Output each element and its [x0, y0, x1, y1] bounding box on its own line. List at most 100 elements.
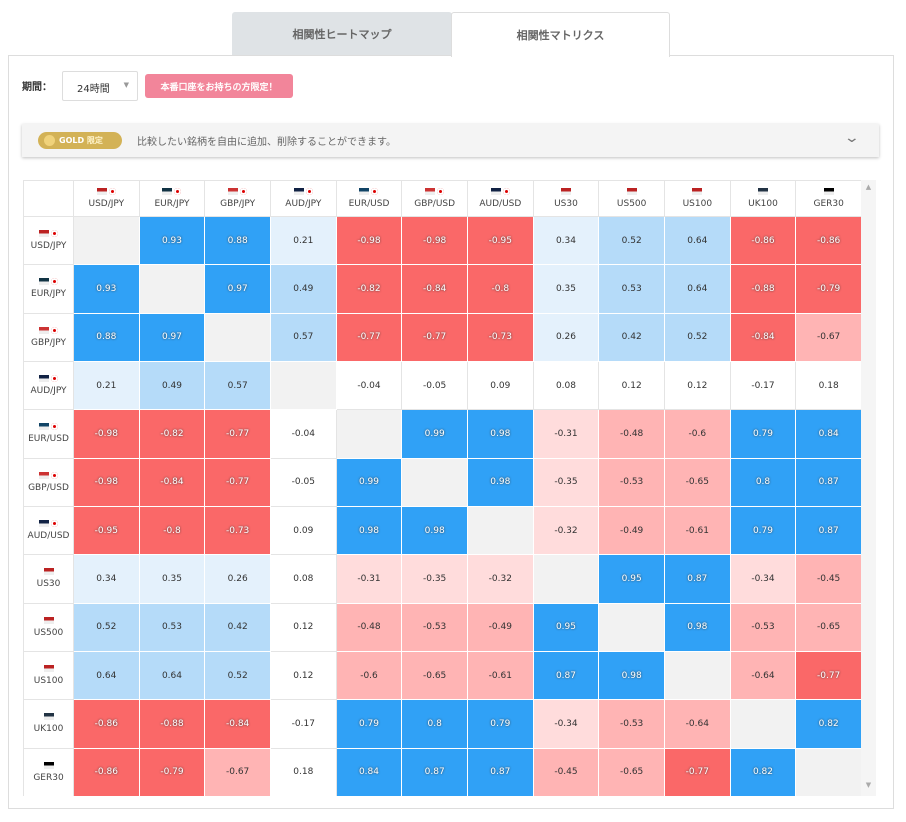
matrix-cell: -0.84	[730, 313, 797, 362]
matrix-cell: 0.98	[468, 458, 534, 507]
matrix-cell: -0.53	[599, 700, 665, 749]
flag-icon	[43, 568, 54, 576]
flag-icon	[39, 471, 49, 479]
column-header: AUD/USD	[468, 181, 534, 217]
matrix-cell: 0.79	[336, 700, 403, 749]
matrix-cell	[205, 313, 271, 362]
banner[interactable]: GOLD 限定 比較したい銘柄を自由に追加、削除することができます。 ⌄	[22, 124, 879, 157]
flags	[38, 520, 59, 531]
matrix-cell: 0.87	[665, 555, 731, 604]
flag-icon	[51, 326, 58, 334]
matrix-cell: 0.52	[665, 313, 731, 362]
matrix-cell: 0.42	[205, 603, 271, 652]
column-label: US100	[682, 199, 713, 209]
matrix-cell: -0.34	[533, 700, 600, 749]
row-header: GBP/JPY	[24, 313, 74, 362]
row-header: GBP/USD	[24, 458, 74, 507]
matrix-cell: 0.98	[402, 507, 468, 556]
scrollbar[interactable]: ▲ ▼	[861, 180, 876, 796]
column-header: US500	[599, 181, 665, 217]
flag-icon	[490, 188, 501, 195]
row-header: US30	[24, 555, 74, 604]
matrix-cell	[730, 700, 797, 749]
tab-active[interactable]: 相関性マトリクス	[451, 12, 670, 57]
column-header: EUR/JPY	[139, 181, 206, 217]
matrix-cell	[271, 362, 337, 411]
matrix-cell	[468, 507, 534, 556]
matrix-cell: -0.82	[336, 265, 403, 314]
row-header: GER30	[24, 748, 74, 796]
flags	[38, 423, 59, 434]
flags	[626, 188, 638, 199]
column-label: GBP/USD	[414, 199, 456, 209]
matrix-cell: -0.49	[599, 507, 665, 556]
matrix-cell: 0.95	[533, 603, 600, 652]
badge: 本番口座をお持ちの方限定！	[145, 74, 293, 98]
matrix-cell: 0.93	[74, 265, 140, 314]
matrix-cell: 0.34	[533, 217, 600, 266]
row-label: GBP/USD	[28, 482, 69, 493]
flag-icon	[626, 188, 637, 195]
matrix-cell: 0.35	[533, 265, 600, 314]
row-label: EUR/JPY	[31, 289, 66, 300]
matrix-cell: 0.12	[271, 603, 337, 652]
matrix-cell: 0.87	[796, 507, 861, 556]
column-label: US500	[616, 199, 647, 209]
flag-icon	[240, 188, 248, 195]
matrix-cell: 0.98	[665, 603, 731, 652]
chevron[interactable]: ⌄	[843, 130, 861, 146]
matrix-cell: 0.64	[665, 217, 731, 266]
matrix-cell: 0.87	[468, 748, 534, 796]
matrix-cell: -0.79	[796, 265, 861, 314]
matrix-cell: 0.87	[533, 652, 600, 701]
flag-icon	[51, 520, 58, 528]
matrix-cell	[74, 217, 140, 266]
period-select[interactable]: 24時間 ▼	[62, 71, 138, 101]
matrix-cell: 0.79	[468, 700, 534, 749]
matrix-cell: -0.45	[533, 748, 600, 796]
flag-icon	[823, 188, 834, 195]
matrix-cell: 0.8	[730, 458, 797, 507]
flags	[43, 761, 55, 773]
column-label: EUR/USD	[348, 199, 390, 209]
matrix-cell: 0.98	[468, 410, 534, 459]
row-label: AUD/USD	[27, 531, 70, 542]
select-value: 24時間	[77, 84, 110, 95]
matrix-cell: -0.79	[139, 748, 206, 796]
matrix-cell: -0.77	[205, 458, 271, 507]
flag-icon	[39, 278, 49, 286]
matrix-cell: 0.98	[336, 507, 403, 556]
matrix-cell: -0.48	[599, 410, 665, 459]
matrix-cell: -0.86	[74, 700, 140, 749]
matrix-cell: -0.61	[468, 652, 534, 701]
flag-icon	[228, 188, 239, 195]
matrix-cell: -0.98	[402, 217, 468, 266]
flags	[227, 188, 248, 199]
row-label: AUD/JPY	[30, 386, 67, 397]
matrix-cell: 0.09	[271, 507, 337, 556]
matrix-cell: 0.09	[468, 362, 534, 411]
row-header: USD/JPY	[24, 217, 74, 266]
matrix-cell	[796, 748, 861, 796]
matrix-cell: 0.88	[74, 313, 140, 362]
matrix-cell: -0.53	[730, 603, 797, 652]
matrix-cell: 0.34	[74, 555, 140, 604]
matrix-cell: 0.93	[139, 217, 206, 266]
tab[interactable]: 相関性ヒートマップ	[232, 12, 452, 56]
gold-badge: GOLD 限定	[38, 132, 122, 149]
flag-icon	[174, 188, 182, 195]
flag-icon	[39, 520, 49, 528]
flags	[43, 713, 55, 724]
flag-icon	[51, 230, 58, 238]
matrix-cell: 0.52	[205, 652, 271, 701]
matrix-cell: -0.98	[74, 410, 140, 459]
matrix-cell: 0.57	[205, 362, 271, 411]
matrix-cell: -0.77	[336, 313, 403, 362]
flag-icon	[39, 375, 49, 383]
matrix-cell: -0.61	[665, 507, 731, 556]
column-label: UK100	[748, 199, 778, 209]
matrix-cell: 0.97	[205, 265, 271, 314]
flags	[43, 616, 55, 628]
matrix-cell: 0.21	[74, 362, 140, 411]
